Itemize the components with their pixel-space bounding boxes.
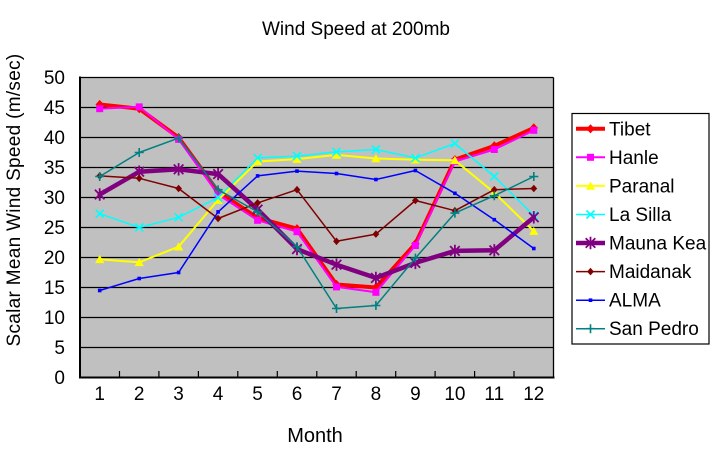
svg-text:2: 2 — [134, 384, 145, 405]
svg-text:Month: Month — [287, 425, 343, 447]
svg-text:10: 10 — [444, 384, 465, 405]
svg-text:45: 45 — [44, 98, 65, 119]
svg-text:35: 35 — [44, 158, 65, 179]
svg-text:5: 5 — [252, 384, 263, 405]
svg-text:0: 0 — [54, 368, 65, 389]
svg-text:Paranal: Paranal — [609, 176, 675, 197]
svg-text:Maidanak: Maidanak — [609, 262, 692, 283]
svg-text:40: 40 — [44, 128, 65, 149]
svg-text:7: 7 — [331, 384, 342, 405]
svg-text:11: 11 — [484, 384, 504, 405]
svg-text:6: 6 — [292, 384, 303, 405]
svg-text:Tibet: Tibet — [609, 119, 651, 140]
svg-text:12: 12 — [523, 384, 544, 405]
svg-text:3: 3 — [173, 384, 184, 405]
svg-text:Scalar Mean Wind Speed (m/sec): Scalar Mean Wind Speed (m/sec) — [4, 53, 25, 346]
svg-text:10: 10 — [44, 308, 65, 329]
svg-text:4: 4 — [213, 384, 224, 405]
svg-text:5: 5 — [54, 338, 65, 359]
svg-text:9: 9 — [410, 384, 421, 405]
svg-text:50: 50 — [44, 68, 65, 89]
svg-text:La Silla: La Silla — [609, 205, 672, 226]
svg-text:Wind Speed at 200mb: Wind Speed at 200mb — [262, 19, 450, 40]
svg-text:San Pedro: San Pedro — [609, 319, 699, 340]
svg-text:8: 8 — [371, 384, 382, 405]
svg-text:Hanle: Hanle — [609, 148, 659, 169]
svg-text:25: 25 — [44, 218, 65, 239]
svg-text:30: 30 — [44, 188, 65, 209]
svg-text:20: 20 — [44, 248, 65, 269]
svg-text:1: 1 — [94, 384, 105, 405]
svg-text:15: 15 — [44, 278, 65, 299]
svg-text:ALMA: ALMA — [609, 291, 661, 312]
svg-text:Mauna Kea: Mauna Kea — [609, 234, 707, 255]
